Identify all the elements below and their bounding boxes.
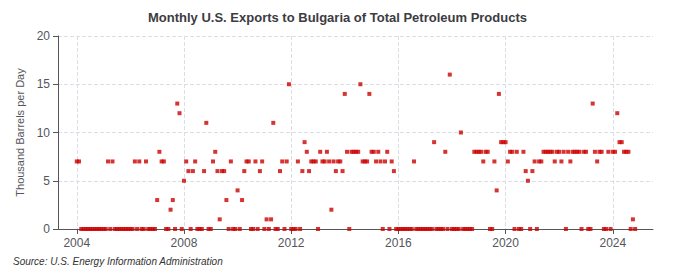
svg-text:2020: 2020 [492,236,519,250]
svg-text:2024: 2024 [599,236,626,250]
svg-text:10: 10 [37,126,51,140]
svg-text:2012: 2012 [278,236,305,250]
svg-text:Monthly U.S. Exports to Bulgar: Monthly U.S. Exports to Bulgaria of Tota… [148,10,527,25]
svg-text:2016: 2016 [385,236,412,250]
svg-text:0: 0 [43,222,50,236]
svg-text:Thousand Barrels per Day: Thousand Barrels per Day [14,68,26,197]
svg-text:Source: U.S. Energy Informatio: Source: U.S. Energy Information Administ… [13,256,223,267]
svg-text:15: 15 [37,77,51,91]
svg-text:5: 5 [43,174,50,188]
svg-text:2004: 2004 [63,236,90,250]
svg-text:2008: 2008 [171,236,198,250]
svg-text:20: 20 [37,29,51,43]
